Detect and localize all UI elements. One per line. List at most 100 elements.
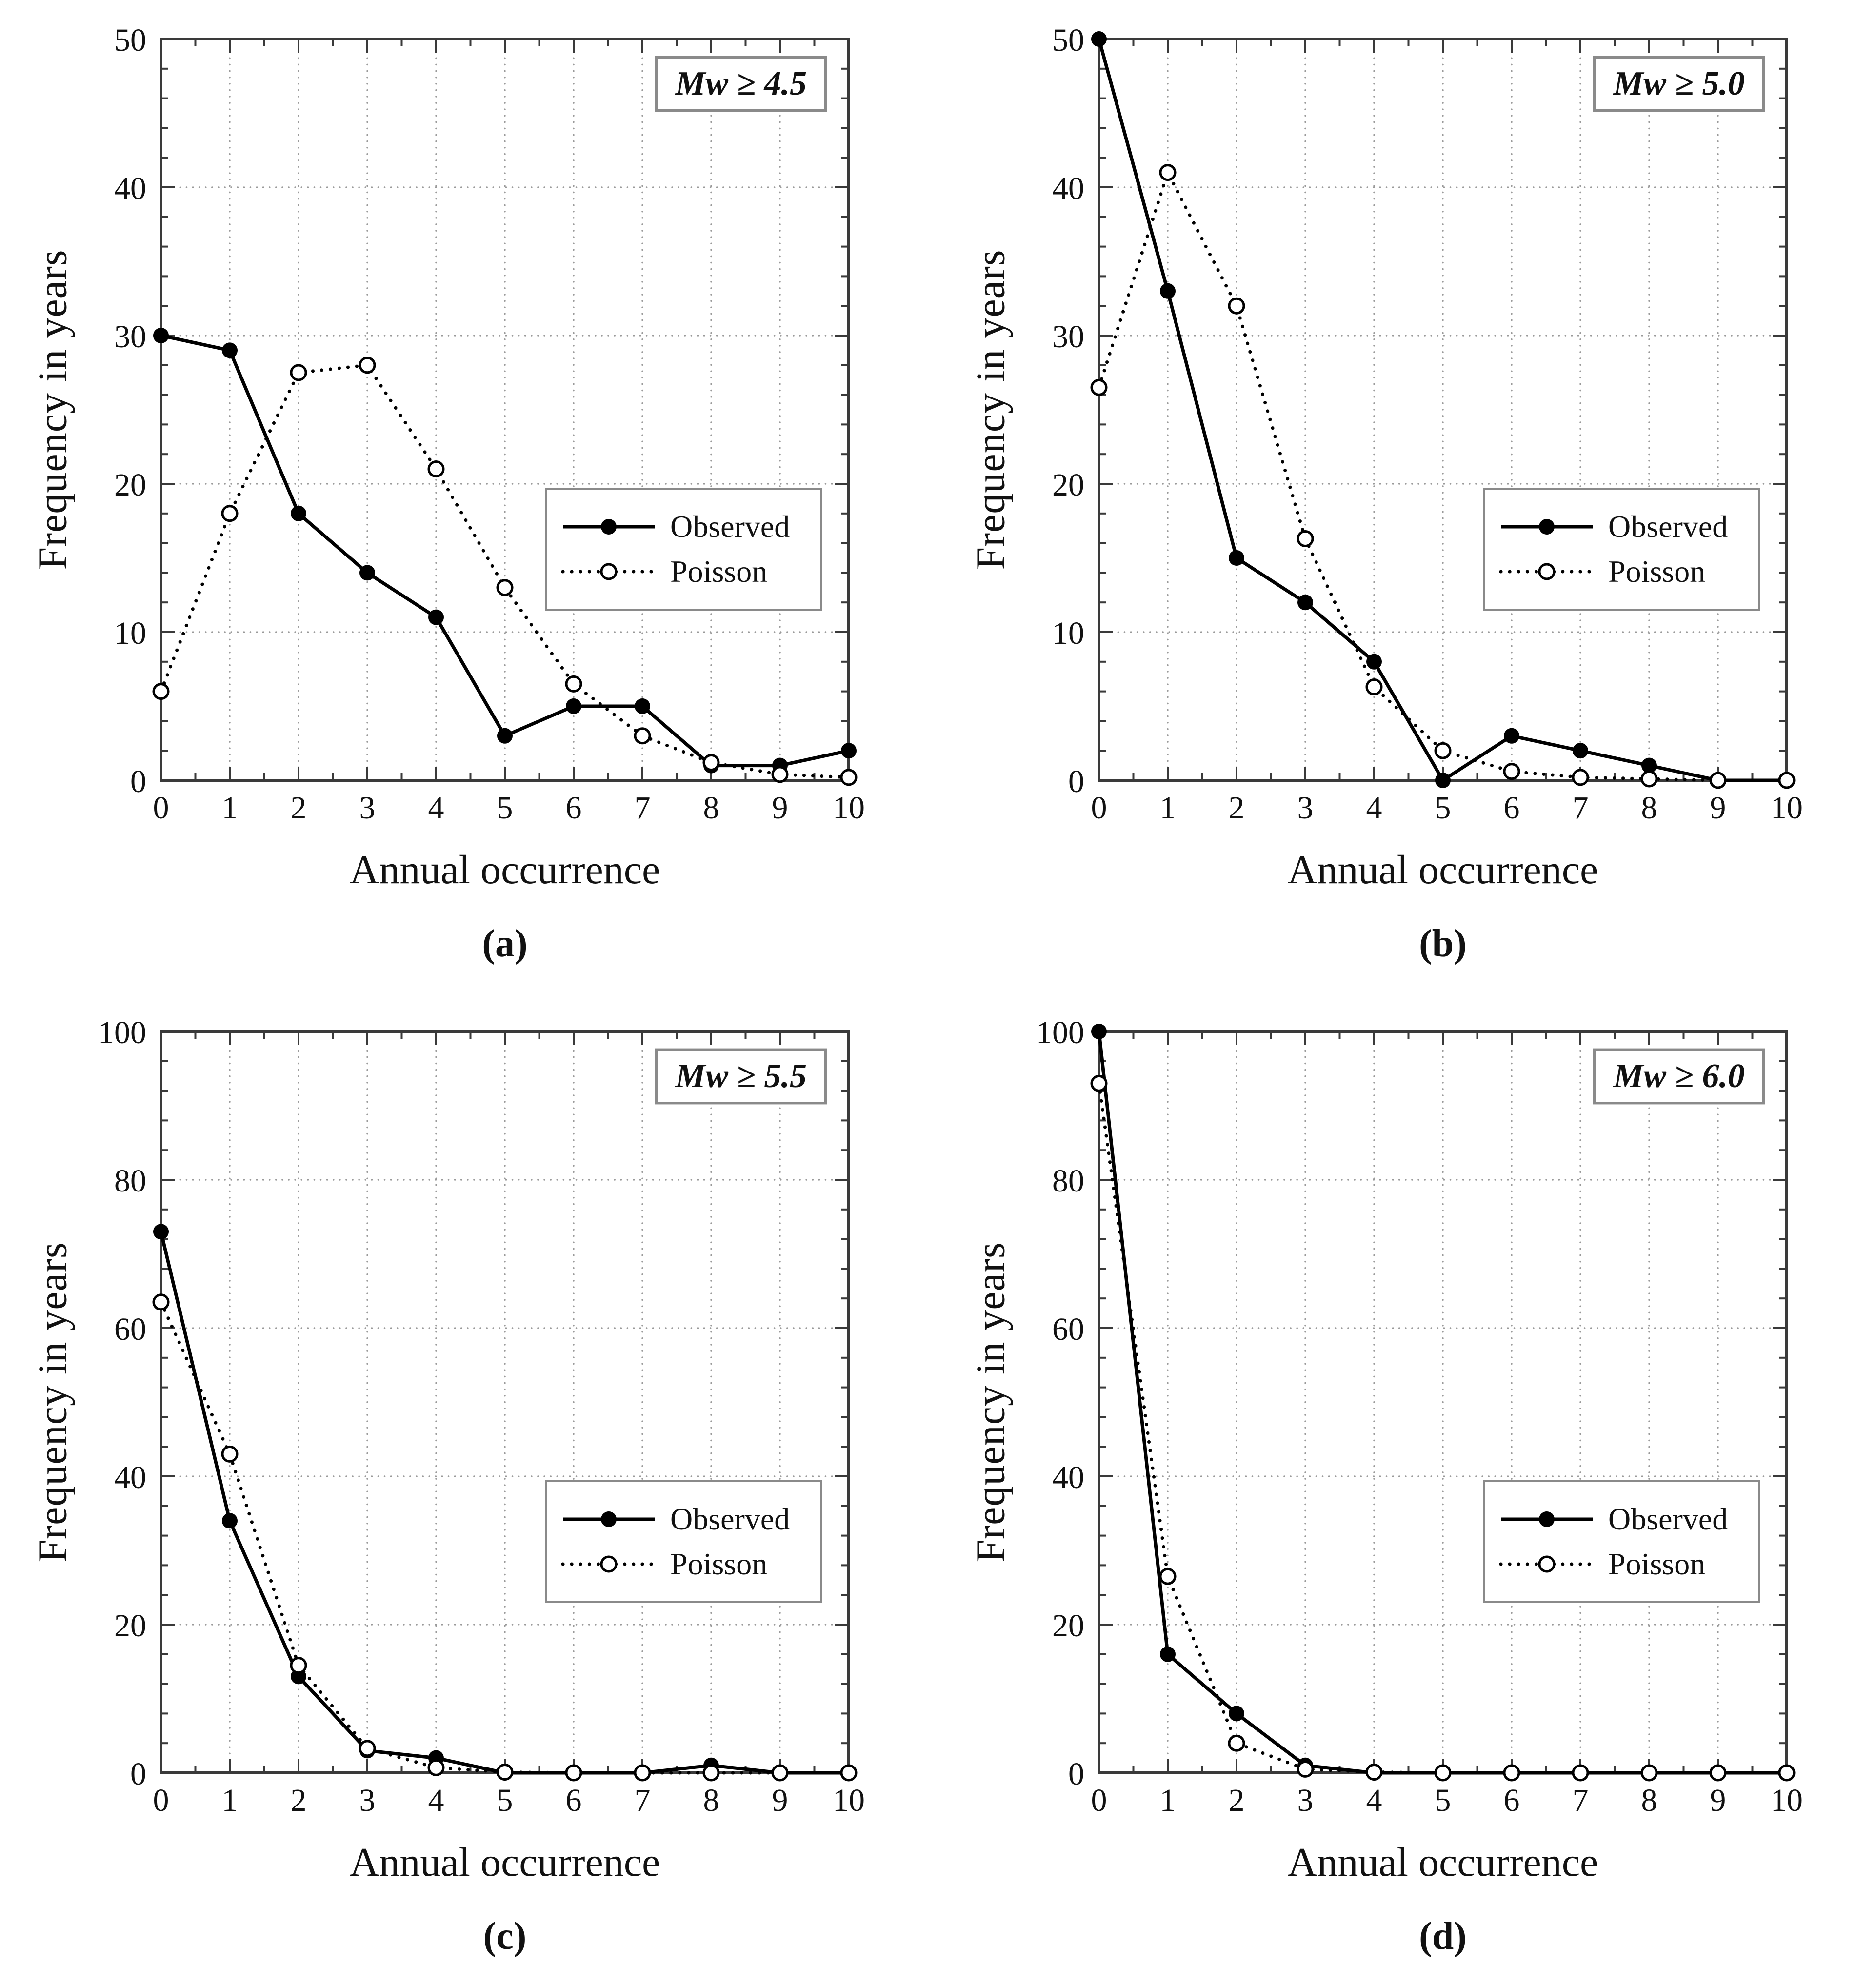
svg-text:4: 4 (1366, 790, 1382, 826)
svg-text:9: 9 (772, 1783, 788, 1818)
svg-text:30: 30 (114, 319, 146, 355)
magnitude-threshold-badge: Mw ≥ 4.5 (655, 56, 827, 112)
svg-text:10: 10 (833, 790, 865, 826)
poisson-line-swatch-icon (1499, 563, 1595, 580)
svg-text:1: 1 (222, 790, 238, 826)
svg-text:7: 7 (635, 1783, 651, 1818)
svg-text:4: 4 (1366, 1783, 1382, 1818)
svg-text:8: 8 (703, 1783, 719, 1818)
svg-text:9: 9 (772, 790, 788, 826)
svg-text:3: 3 (1297, 1783, 1314, 1818)
legend-label-poisson: Poisson (670, 1547, 768, 1581)
svg-text:50: 50 (1052, 22, 1084, 58)
chart-canvas-a: 0 1 2 3 4 5 6 7 8 9 10 0 10 20 30 40 50 (114, 22, 865, 826)
svg-text:60: 60 (1052, 1311, 1084, 1347)
svg-text:0: 0 (1091, 1783, 1107, 1818)
legend-label-observed: Observed (670, 509, 790, 544)
x-axis-label: Annual occurrence (1287, 1840, 1598, 1885)
svg-text:5: 5 (497, 1783, 513, 1818)
legend-item-observed: Observed (560, 1497, 820, 1542)
observed-line-swatch-icon (1501, 519, 1593, 535)
svg-text:10: 10 (114, 615, 146, 651)
observed-line-swatch-icon (563, 1511, 655, 1527)
legend-label-observed: Observed (670, 1502, 790, 1536)
svg-text:8: 8 (703, 790, 719, 826)
legend-item-observed: Observed (1498, 1497, 1758, 1542)
legend-box: Observed Poisson (1483, 1480, 1760, 1603)
svg-text:3: 3 (359, 790, 376, 826)
svg-text:6: 6 (566, 790, 582, 826)
svg-text:10: 10 (833, 1783, 865, 1818)
x-axis-label: Annual occurrence (1287, 847, 1598, 893)
svg-text:4: 4 (428, 790, 444, 826)
svg-text:50: 50 (114, 22, 146, 58)
svg-text:10: 10 (1771, 1783, 1803, 1818)
panel-d: 0 1 2 3 4 5 6 7 8 9 10 0 20 40 60 80 100 Frequency in ye… (938, 992, 1876, 1985)
svg-text:1: 1 (1160, 790, 1176, 826)
legend-item-observed: Observed (1498, 504, 1758, 549)
poisson-line-swatch-icon (561, 563, 657, 580)
poisson-line-swatch-icon (561, 1555, 657, 1573)
svg-text:20: 20 (114, 1608, 146, 1644)
svg-text:7: 7 (635, 790, 651, 826)
svg-text:2: 2 (291, 790, 307, 826)
svg-text:40: 40 (114, 171, 146, 206)
svg-text:40: 40 (1052, 1460, 1084, 1495)
x-axis-label: Annual occurrence (349, 1840, 660, 1885)
svg-text:5: 5 (1435, 1783, 1451, 1818)
panel-caption: (b) (1419, 922, 1467, 965)
svg-text:6: 6 (1504, 1783, 1520, 1818)
svg-text:0: 0 (1068, 764, 1084, 799)
panel-caption: (a) (482, 922, 528, 965)
svg-text:2: 2 (291, 1783, 307, 1818)
svg-text:6: 6 (566, 1783, 582, 1818)
svg-text:4: 4 (428, 1783, 444, 1818)
panel-a: 0 1 2 3 4 5 6 7 8 9 10 0 10 20 30 40 50 Frequency in yea… (0, 0, 938, 992)
svg-text:0: 0 (1068, 1756, 1084, 1792)
svg-text:10: 10 (1771, 790, 1803, 826)
svg-text:0: 0 (130, 764, 146, 799)
y-axis-label: Frequency in years (968, 249, 1014, 570)
legend-box: Observed Poisson (545, 1480, 822, 1603)
legend-item-poisson: Poisson (1498, 549, 1758, 594)
svg-text:7: 7 (1573, 1783, 1589, 1818)
legend-box: Observed Poisson (1483, 488, 1760, 611)
svg-text:1: 1 (1160, 1783, 1176, 1818)
svg-text:80: 80 (1052, 1163, 1084, 1199)
legend-item-poisson: Poisson (560, 1542, 820, 1587)
magnitude-threshold-badge: Mw ≥ 5.5 (655, 1049, 827, 1104)
svg-text:3: 3 (1297, 790, 1314, 826)
svg-text:9: 9 (1710, 1783, 1726, 1818)
svg-text:1: 1 (222, 1783, 238, 1818)
panel-caption: (d) (1419, 1915, 1467, 1958)
panel-b: 0 1 2 3 4 5 6 7 8 9 10 0 10 20 30 40 50 Frequency in yea… (938, 0, 1876, 992)
panel-caption: (c) (483, 1915, 527, 1958)
svg-text:0: 0 (153, 1783, 169, 1818)
y-axis-label: Frequency in years (30, 249, 76, 570)
chart-canvas-b: 0 1 2 3 4 5 6 7 8 9 10 0 10 20 30 40 50 (1052, 22, 1803, 826)
svg-text:0: 0 (130, 1756, 146, 1792)
svg-text:20: 20 (1052, 467, 1084, 503)
svg-text:20: 20 (1052, 1608, 1084, 1644)
svg-text:100: 100 (98, 1015, 146, 1051)
svg-text:40: 40 (1052, 171, 1084, 206)
x-axis-label: Annual occurrence (349, 847, 660, 893)
svg-text:8: 8 (1641, 790, 1657, 826)
svg-text:2: 2 (1229, 1783, 1245, 1818)
y-axis-label: Frequency in years (968, 1242, 1014, 1563)
magnitude-threshold-badge: Mw ≥ 6.0 (1593, 1049, 1765, 1104)
y-axis-label: Frequency in years (30, 1242, 76, 1563)
svg-text:30: 30 (1052, 319, 1084, 355)
legend-item-poisson: Poisson (560, 549, 820, 594)
svg-text:5: 5 (497, 790, 513, 826)
svg-text:80: 80 (114, 1163, 146, 1199)
magnitude-threshold-badge: Mw ≥ 5.0 (1593, 56, 1765, 112)
legend-label-poisson: Poisson (1608, 1547, 1706, 1581)
svg-text:6: 6 (1504, 790, 1520, 826)
svg-text:2: 2 (1229, 790, 1245, 826)
svg-text:8: 8 (1641, 1783, 1657, 1818)
svg-text:0: 0 (1091, 790, 1107, 826)
